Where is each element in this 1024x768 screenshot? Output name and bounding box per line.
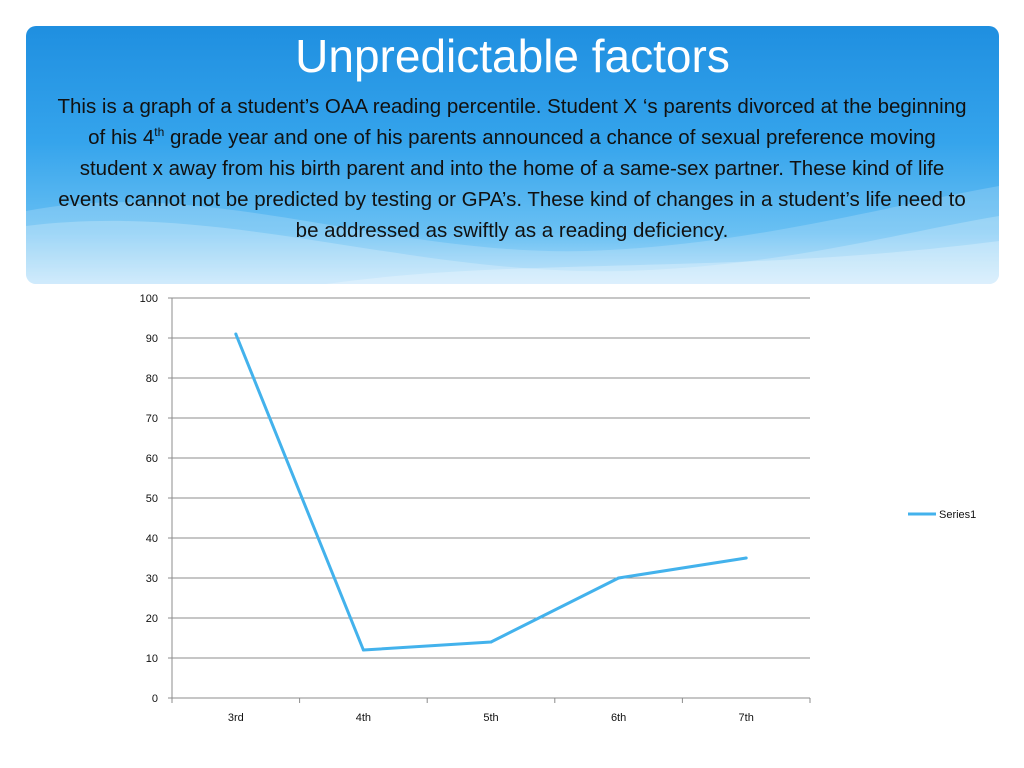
y-tick-label: 100 bbox=[140, 293, 158, 305]
data-point bbox=[361, 648, 365, 652]
y-tick-label: 0 bbox=[152, 693, 158, 705]
y-tick-label: 50 bbox=[146, 493, 158, 505]
chart-series bbox=[234, 332, 748, 652]
description-text-1: This is a graph of a student’s OAA readi… bbox=[57, 95, 967, 149]
chart-axes: 0 10 20 30 40 50 60 70 80 90 100 3rd 4th 5th 6th 7th bbox=[140, 293, 811, 724]
y-tick-label: 90 bbox=[146, 333, 158, 345]
x-tick-label: 3rd bbox=[228, 712, 244, 724]
data-point bbox=[617, 576, 621, 580]
x-tick-label: 7th bbox=[739, 712, 754, 724]
chart-grid bbox=[168, 297, 810, 699]
y-tick-label: 80 bbox=[146, 373, 158, 385]
x-tick-label: 5th bbox=[483, 712, 498, 724]
slide-description: This is a graph of a student’s OAA readi… bbox=[52, 91, 972, 246]
legend-label: Series1 bbox=[939, 509, 976, 521]
x-tick-label: 4th bbox=[356, 712, 371, 724]
y-tick-label: 60 bbox=[146, 453, 158, 465]
data-point bbox=[744, 556, 748, 560]
y-tick-label: 40 bbox=[146, 533, 158, 545]
chart-legend: Series1 bbox=[908, 509, 976, 521]
series-line bbox=[234, 333, 747, 652]
slide-title: Unpredictable factors bbox=[295, 30, 730, 82]
x-tick-label: 6th bbox=[611, 712, 626, 724]
wave-decoration bbox=[26, 186, 999, 284]
y-tick-label: 10 bbox=[146, 653, 158, 665]
title-banner bbox=[26, 26, 999, 284]
description-text-2: grade year and one of his parents announ… bbox=[58, 126, 966, 242]
data-point bbox=[234, 332, 238, 336]
y-tick-label: 70 bbox=[146, 413, 158, 425]
y-tick-label: 20 bbox=[146, 613, 158, 625]
y-tick-label: 30 bbox=[146, 573, 158, 585]
data-point bbox=[489, 640, 493, 644]
description-superscript: th bbox=[154, 125, 165, 140]
